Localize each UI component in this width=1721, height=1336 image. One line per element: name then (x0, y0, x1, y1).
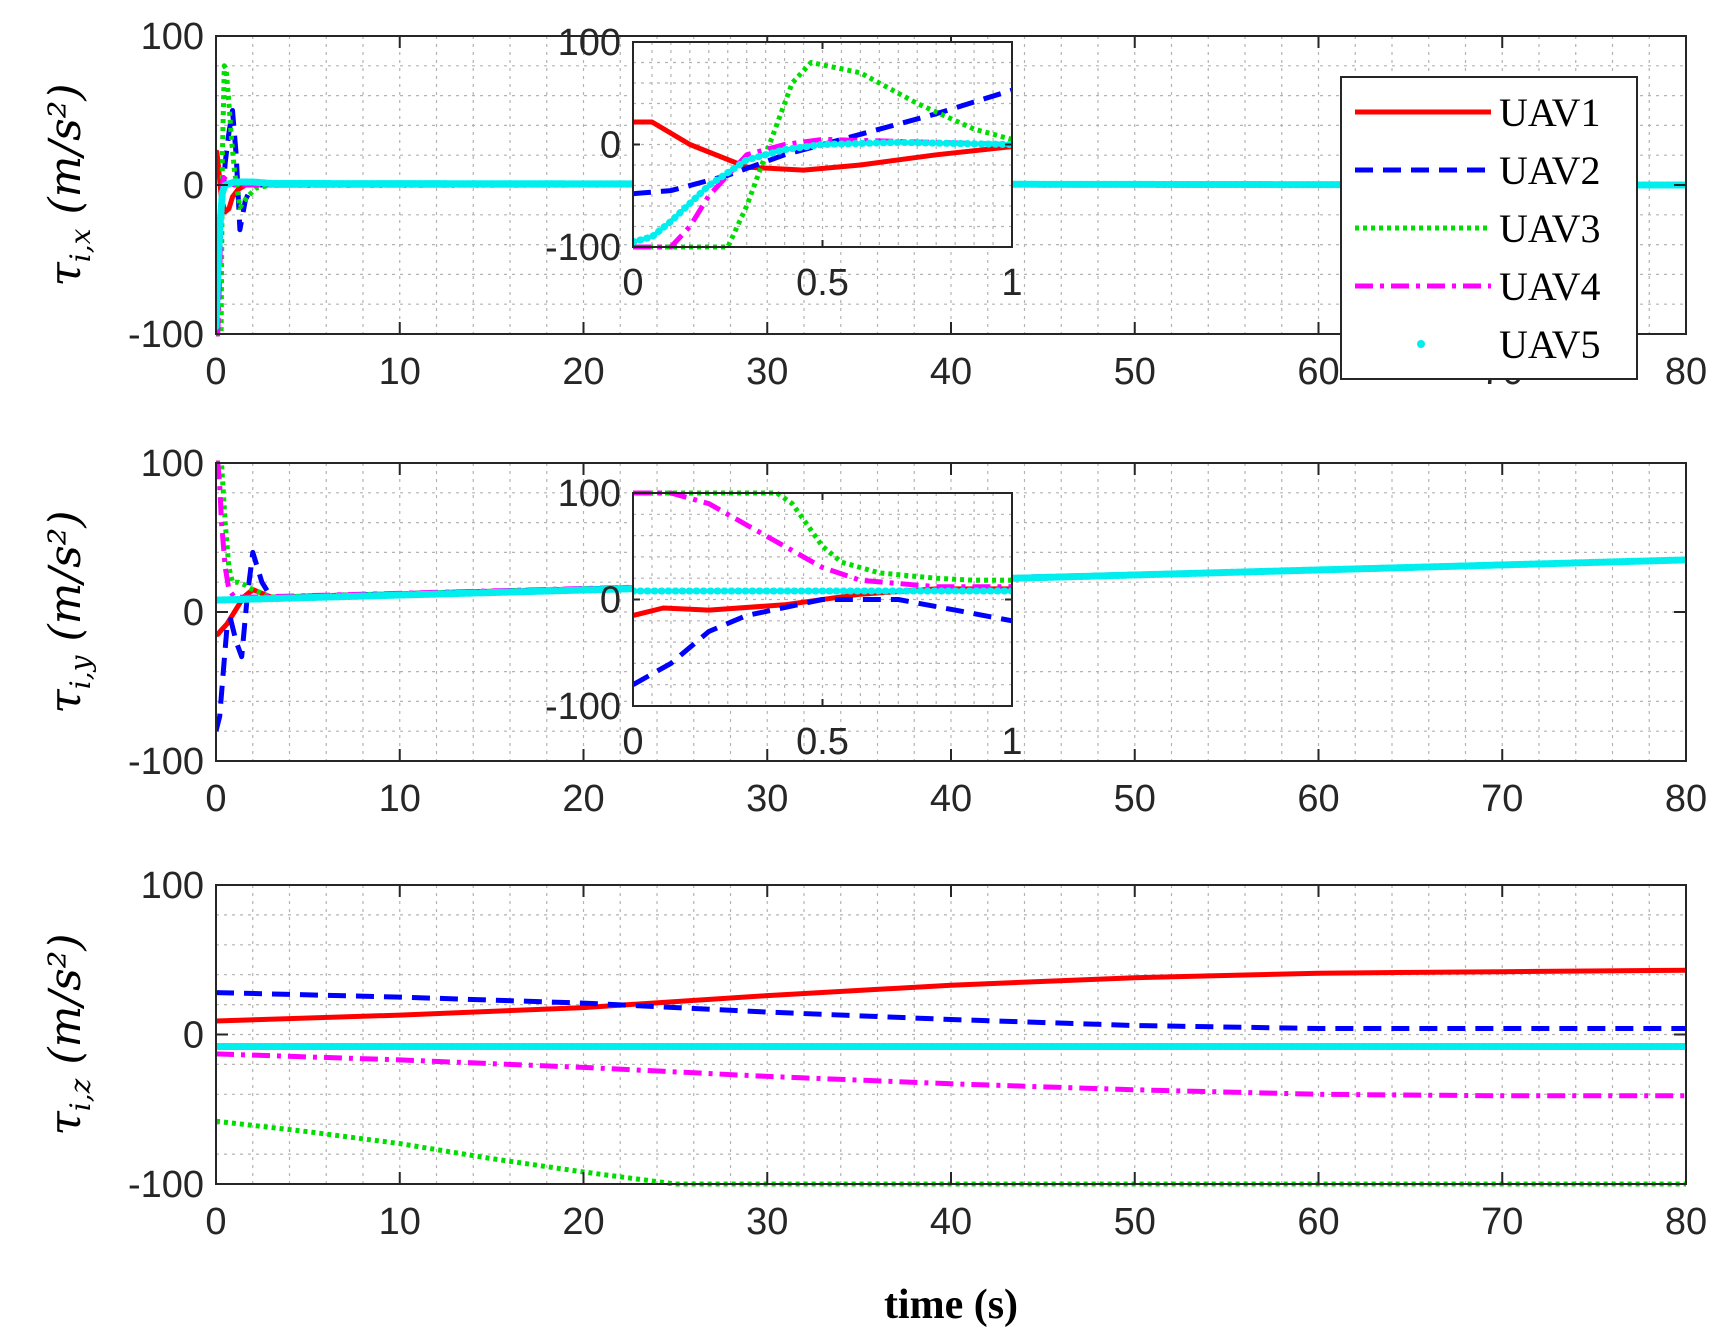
series-uav1 (633, 119, 1012, 173)
x-tick-label: 10 (379, 778, 421, 820)
y-tick-label: 0 (183, 592, 204, 634)
legend-marker (1417, 340, 1425, 348)
legend-entry-uav2: UAV2 (1355, 148, 1601, 193)
y-axis-units: (m/s²) (40, 933, 91, 1064)
legend-entry-uav5: UAV5 (1417, 322, 1601, 367)
legend-label: UAV3 (1499, 206, 1601, 251)
series-group (633, 490, 1012, 687)
x-tick-label: 0.5 (796, 262, 849, 304)
series-uav5 (633, 138, 1012, 246)
x-axis-label: time (s) (884, 1282, 1018, 1328)
legend-label: UAV4 (1499, 264, 1601, 309)
y-axis-label-1: τi,x (m/s²) (40, 83, 97, 286)
x-tick-label: 30 (746, 778, 788, 820)
y-tick-label: 100 (141, 443, 204, 485)
x-tick-label: 70 (1481, 1201, 1523, 1243)
series-uav3 (633, 490, 1012, 583)
x-tick-label: 80 (1665, 1201, 1707, 1243)
x-tick-label: 20 (562, 1201, 604, 1243)
x-tick-label: 50 (1114, 351, 1156, 393)
y-tick-label: -100 (128, 1164, 204, 1206)
series-uav4 (216, 1051, 1686, 1099)
legend-label: UAV2 (1499, 148, 1601, 193)
legend-entry-uav1: UAV1 (1355, 90, 1601, 135)
y-tick-label: -100 (128, 741, 204, 783)
y-axis-subscript: i,y (64, 654, 97, 689)
y-tick-label: 0 (600, 125, 621, 167)
y-axis-subscript: i,x (64, 228, 97, 262)
series-uav2 (633, 597, 1012, 687)
x-tick-label: 60 (1297, 351, 1339, 393)
y-axis-symbol: τ (40, 262, 91, 287)
x-tick-label: 0 (205, 1201, 226, 1243)
series-group (216, 967, 1686, 1187)
x-tick-label: 60 (1297, 1201, 1339, 1243)
y-tick-label: 0 (600, 580, 621, 622)
y-tick-label: 100 (141, 16, 204, 58)
x-tick-label: 1 (1001, 721, 1022, 763)
series-uav2 (216, 549, 1686, 732)
y-tick-label: 0 (183, 1015, 204, 1057)
y-axis-label-3: τi,z (m/s²) (40, 933, 97, 1135)
x-tick-label: 10 (379, 351, 421, 393)
x-tick-label: 50 (1114, 1201, 1156, 1243)
x-tick-label: 0 (622, 721, 643, 763)
x-tick-label: 70 (1481, 778, 1523, 820)
y-tick-label: -100 (128, 314, 204, 356)
y-tick-label: -100 (545, 227, 621, 269)
x-tick-label: 80 (1665, 351, 1707, 393)
y-axis-units: (m/s²) (40, 83, 91, 214)
x-tick-label: 0 (205, 778, 226, 820)
y-tick-label: 100 (558, 22, 621, 64)
x-tick-label: 60 (1297, 778, 1339, 820)
x-tick-label: 40 (930, 1201, 972, 1243)
legend-label: UAV5 (1499, 322, 1601, 367)
x-tick-label: 30 (746, 1201, 788, 1243)
legend-label: UAV1 (1499, 90, 1601, 135)
y-axis-symbol: τ (40, 1111, 91, 1136)
series-uav4 (633, 490, 1012, 590)
y-tick-label: 100 (141, 865, 204, 907)
y-axis-subscript: i,z (64, 1078, 97, 1111)
grid (216, 463, 1686, 761)
series-uav3 (216, 63, 1686, 337)
y-tick-label: 100 (558, 473, 621, 515)
x-tick-label: 50 (1114, 778, 1156, 820)
y-axis-symbol: τ (40, 689, 91, 714)
x-tick-label: 20 (562, 778, 604, 820)
x-tick-label: 30 (746, 351, 788, 393)
legend-entry-uav4: UAV4 (1355, 264, 1601, 309)
x-tick-label: 80 (1665, 778, 1707, 820)
x-tick-label: 20 (562, 351, 604, 393)
series-group (216, 460, 1686, 732)
x-tick-label: 0 (622, 262, 643, 304)
series-group (216, 63, 1686, 337)
y-tick-label: 0 (183, 165, 204, 207)
series-uav1 (216, 967, 1686, 1024)
series-uav3 (216, 460, 1686, 600)
legend-entry-uav3: UAV3 (1355, 206, 1601, 251)
legend: UAV1 UAV2 UAV3 UAV4 UAV5 (1340, 76, 1638, 380)
x-tick-label: 0.5 (796, 721, 849, 763)
x-tick-label: 40 (930, 351, 972, 393)
y-axis-label-2: τi,y (m/s²) (40, 510, 97, 713)
series-group (633, 60, 1012, 250)
y-axis-units: (m/s²) (40, 510, 91, 641)
grid (633, 42, 1012, 247)
x-tick-label: 10 (379, 1201, 421, 1243)
y-tick-label: -100 (545, 686, 621, 728)
series-uav4 (633, 136, 1012, 250)
x-tick-label: 40 (930, 778, 972, 820)
series-uav2 (216, 990, 1686, 1031)
x-tick-label: 0 (205, 351, 226, 393)
x-tick-label: 1 (1001, 262, 1022, 304)
series-uav3 (216, 1118, 1686, 1187)
